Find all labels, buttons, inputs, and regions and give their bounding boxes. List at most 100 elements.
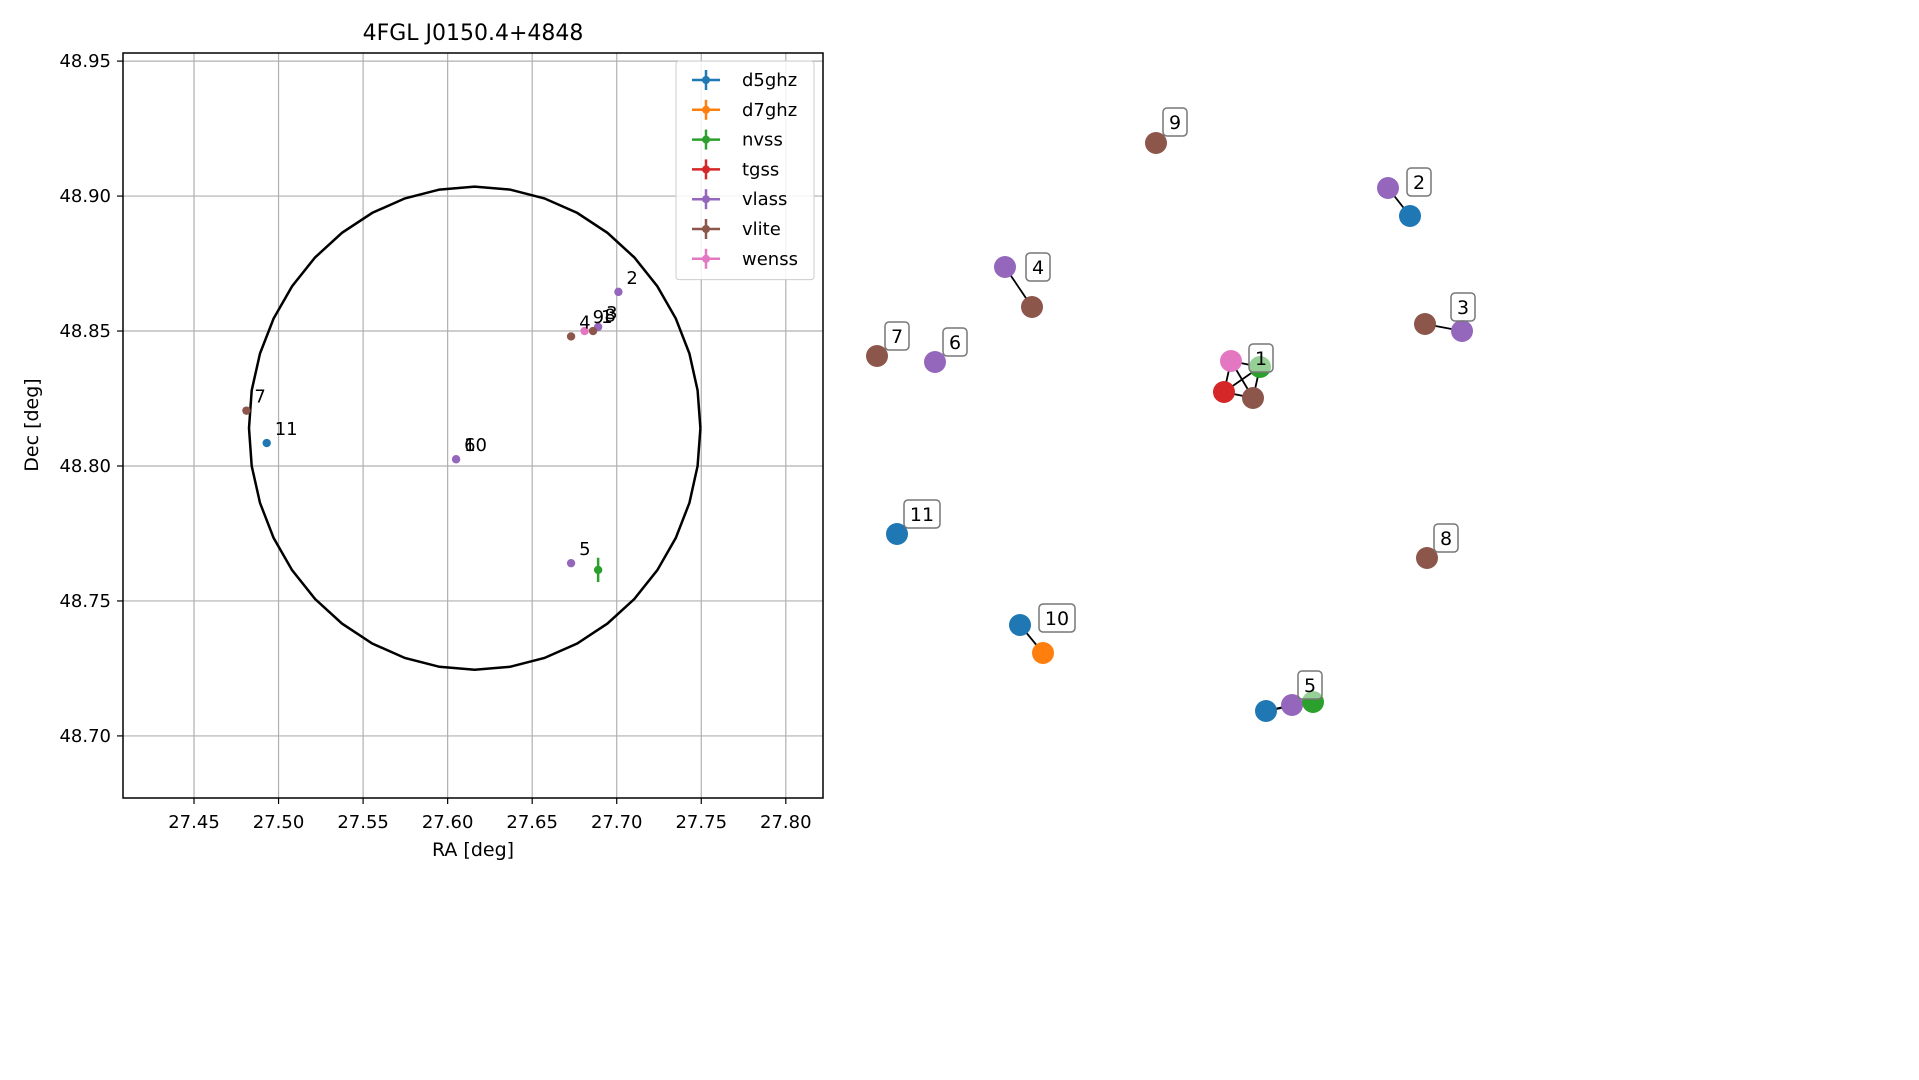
source-point-vlite bbox=[588, 326, 598, 336]
source-point-wenss bbox=[580, 326, 589, 336]
group-label-box bbox=[1248, 343, 1274, 373]
association-node bbox=[1242, 387, 1264, 409]
legend-marker-dot bbox=[702, 254, 710, 263]
group-label: 11 bbox=[910, 504, 934, 526]
association-group: 2 bbox=[1377, 167, 1432, 227]
group-label-box bbox=[942, 327, 968, 357]
legend-marker-dot bbox=[702, 225, 710, 233]
legend-entry: vlass bbox=[742, 189, 787, 210]
point-label: 9 bbox=[593, 307, 604, 328]
y-axis-label: Dec [deg] bbox=[21, 378, 43, 471]
y-tick-label: 48.85 bbox=[59, 321, 111, 342]
association-group: 3 bbox=[1414, 292, 1476, 342]
legend-marker-dot bbox=[702, 195, 710, 204]
chart-title: 4FGL J0150.4+4848 bbox=[363, 21, 584, 46]
y-tick-label: 48.75 bbox=[59, 591, 111, 612]
association-node bbox=[1021, 296, 1043, 318]
legend-entry: wenss bbox=[742, 249, 798, 270]
association-node bbox=[1451, 320, 1473, 342]
group-label-box bbox=[1433, 523, 1459, 553]
group-label-box bbox=[1025, 252, 1051, 282]
x-tick-label: 27.50 bbox=[253, 812, 305, 833]
group-label: 6 bbox=[949, 332, 961, 354]
legend-entry: d5ghz bbox=[742, 70, 797, 91]
association-group: 1 bbox=[1213, 343, 1274, 409]
association-node bbox=[1414, 313, 1436, 335]
point-label: 4 bbox=[579, 312, 590, 333]
y-tick-label: 48.80 bbox=[59, 456, 111, 477]
point-label: 7 bbox=[254, 387, 265, 408]
x-tick-label: 27.45 bbox=[168, 812, 220, 833]
association-group: 8 bbox=[1416, 523, 1459, 569]
group-label-box bbox=[1406, 167, 1432, 197]
association-node bbox=[1281, 694, 1303, 716]
source-point-nvss bbox=[593, 565, 603, 575]
group-label: 4 bbox=[1032, 257, 1044, 279]
x-tick-label: 27.55 bbox=[337, 812, 389, 833]
source-point-vlite bbox=[242, 406, 251, 415]
association-node bbox=[1416, 547, 1438, 569]
error-ellipse-layer bbox=[247, 185, 702, 672]
source-point-vlass bbox=[451, 455, 461, 464]
association-node bbox=[924, 351, 946, 373]
x-tick-label: 27.80 bbox=[760, 812, 812, 833]
point-label: 11 bbox=[275, 419, 298, 440]
legend-entry: d7ghz bbox=[742, 100, 797, 121]
point-label: 3 bbox=[606, 303, 617, 324]
association-node bbox=[1399, 205, 1421, 227]
association-group: 5 bbox=[1255, 670, 1324, 722]
association-network: 1 2 3 4 5 6 7 8 9 10 11 bbox=[866, 107, 1476, 722]
source-point-vlass bbox=[614, 287, 623, 297]
association-group: 10 bbox=[1009, 603, 1076, 664]
y-axis-ticks: 48.70 48.75 48.80 48.85 48.90 48.95 bbox=[59, 51, 123, 747]
group-label: 5 bbox=[1304, 675, 1316, 697]
association-group: 11 bbox=[886, 499, 941, 545]
association-node bbox=[994, 256, 1016, 278]
association-group: 7 bbox=[866, 321, 910, 367]
x-axis-ticks: 27.45 27.50 27.55 27.60 27.65 27.70 27.75 27.80 bbox=[168, 798, 812, 833]
source-point-vlite bbox=[566, 332, 576, 341]
legend-marker-dot bbox=[702, 105, 710, 114]
legend: d5ghz d7ghz nvss tgss vlass vlite wenss bbox=[675, 60, 815, 281]
association-node bbox=[1377, 177, 1399, 199]
group-label-box bbox=[1162, 107, 1188, 137]
legend-entry: vlite bbox=[742, 219, 781, 240]
y-tick-label: 48.90 bbox=[59, 186, 111, 207]
source-point-d5ghz bbox=[262, 438, 271, 448]
group-label: 1 bbox=[1255, 348, 1267, 370]
association-node bbox=[1255, 700, 1277, 722]
group-label: 9 bbox=[1169, 112, 1181, 134]
point-label: 5 bbox=[579, 539, 590, 560]
x-tick-label: 27.60 bbox=[422, 812, 474, 833]
association-group: 9 bbox=[1145, 107, 1188, 154]
y-tick-label: 48.70 bbox=[59, 726, 111, 747]
point-label: 2 bbox=[626, 268, 637, 289]
group-label: 3 bbox=[1457, 297, 1469, 319]
x-tick-label: 27.65 bbox=[506, 812, 558, 833]
x-tick-label: 27.70 bbox=[591, 812, 643, 833]
point-label: 6 bbox=[464, 435, 475, 456]
group-label: 10 bbox=[1045, 608, 1069, 630]
legend-box bbox=[675, 60, 815, 281]
point-label: 10 bbox=[464, 435, 487, 456]
data-points bbox=[242, 287, 623, 583]
legend-marker-dot bbox=[702, 135, 710, 144]
point-labels: 11 23 6 5 7 4 19 10 8 bbox=[254, 268, 637, 560]
association-node bbox=[1009, 614, 1031, 636]
group-label: 7 bbox=[891, 326, 903, 348]
group-label-box bbox=[1450, 292, 1476, 322]
group-label: 8 bbox=[1440, 528, 1452, 550]
association-node bbox=[1220, 350, 1242, 372]
error-ellipse bbox=[247, 185, 702, 672]
source-point-vlass bbox=[566, 558, 576, 568]
point-label: 8 bbox=[604, 306, 615, 327]
legend-marker-dot bbox=[702, 76, 710, 84]
group-label: 2 bbox=[1413, 172, 1425, 194]
association-node bbox=[1213, 381, 1235, 403]
group-label-box bbox=[1038, 603, 1076, 633]
association-node bbox=[866, 345, 888, 367]
association-node bbox=[1145, 132, 1167, 154]
x-axis-label: RA [deg] bbox=[432, 839, 514, 861]
